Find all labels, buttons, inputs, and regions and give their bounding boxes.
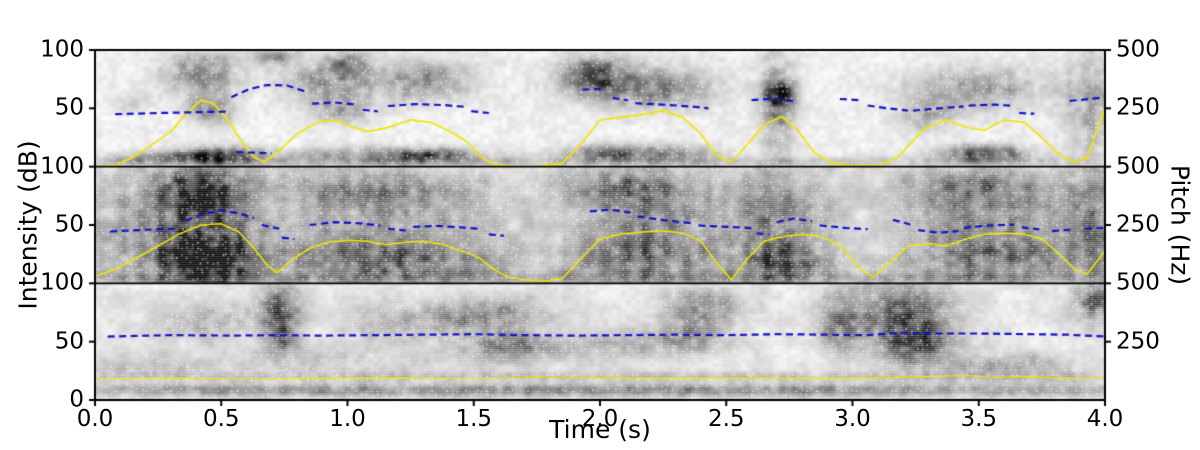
right-tick-label: 500 (1116, 269, 1160, 296)
left-tick-label: 50 (54, 94, 84, 121)
x-tick-label: 0.0 (76, 406, 114, 432)
right-tick-label: 250 (1116, 328, 1160, 355)
x-tick-label: 1.0 (329, 406, 366, 432)
x-tick-label: 4.0 (1086, 406, 1124, 432)
right-tick-label: 500 (1116, 36, 1160, 63)
x-tick-label: 3.0 (834, 406, 871, 432)
left-axis-label: Intensity (dB) (13, 140, 43, 310)
left-tick-label: 100 (40, 153, 84, 180)
right-tick-label: 250 (1116, 94, 1160, 121)
left-tick-label: 100 (40, 269, 84, 296)
x-tick-label: 2.5 (707, 406, 745, 432)
x-axis-label: Time (s) (549, 415, 651, 444)
left-tick-label: 50 (54, 328, 84, 355)
x-tick-label: 2.0 (581, 406, 619, 432)
right-tick-label: 500 (1116, 153, 1160, 180)
right-axis-label: Pitch (Hz) (1165, 164, 1195, 286)
x-tick-label: 3.5 (960, 406, 998, 432)
x-tick-label: 1.5 (455, 406, 493, 432)
left-tick-label: 0 (69, 386, 84, 413)
right-tick-label: 250 (1116, 211, 1160, 238)
left-tick-label: 100 (40, 36, 84, 63)
left-tick-label: 50 (54, 211, 84, 238)
x-tick-label: 0.5 (202, 406, 240, 432)
